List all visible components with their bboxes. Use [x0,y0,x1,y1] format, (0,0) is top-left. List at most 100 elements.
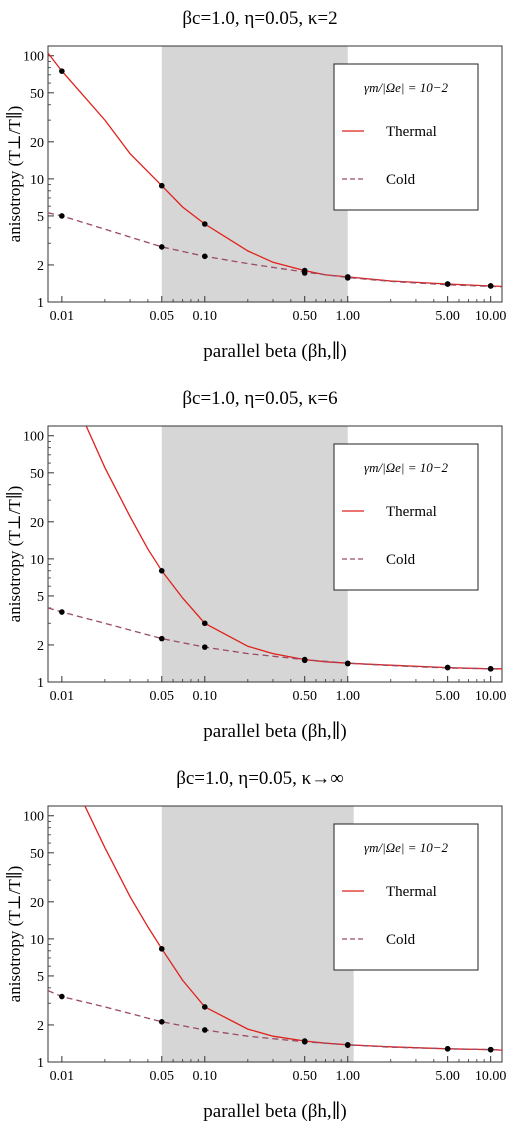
legend-thermal-label: Thermal [386,884,437,900]
x-tick-label: 0.05 [150,689,175,704]
x-axis-label: parallel beta (βh,∥) [203,721,346,742]
legend-title: γm/|Ωe| = 10−2 [364,460,448,475]
y-tick-label: 20 [30,896,44,911]
cold-series-line [48,990,502,1051]
cold-series-line [48,607,502,670]
legend-thermal-label: Thermal [386,124,437,140]
y-tick-label: 2 [37,639,44,654]
cold-data-point [158,1019,165,1025]
y-tick-label: 50 [30,847,44,862]
y-tick-label: 20 [30,516,44,531]
y-tick-label: 20 [30,136,44,151]
cold-data-point [487,283,494,289]
cold-data-point [59,213,65,219]
thermal-data-point [158,182,165,189]
cold-data-point [59,993,65,1000]
thermal-data-point [201,221,208,227]
chart-panel-kappa-infinity: βc=1.0, η=0.05, κ→∞ 1 2 5 10 20 50 100 0.01 0.05 0… [5,768,507,1122]
cold-data-point [301,657,308,664]
y-tick-label: 5 [37,590,44,605]
chart-title: βc=1.0, η=0.05, κ=6 [182,388,337,409]
y-tick-label: 5 [37,970,44,985]
y-tick-label: 10 [30,933,44,948]
cold-data-point [344,1042,351,1048]
cold-data-point [301,270,308,276]
y-tick-label: 1 [37,1056,44,1071]
x-tick-label: 0.01 [50,309,75,324]
cold-data-point [487,1046,494,1053]
cold-data-point [201,1027,208,1033]
legend-box [333,823,479,971]
y-tick-label: 1 [37,676,44,691]
y-tick-label: 100 [23,430,44,445]
x-tick-label: 1.00 [335,689,360,704]
chart-panel-kappa-2: βc=1.0, η=0.05, κ=2 1 2 5 10 20 50 100 0.01 0.05 0… [5,8,507,362]
x-axis-label: parallel beta (βh,∥) [203,1101,346,1122]
legend-thermal-label: Thermal [386,504,437,520]
x-tick-label: 0.05 [150,1069,175,1084]
legend-cold-label: Cold [386,552,416,568]
x-tick-label: 0.50 [292,1069,317,1084]
plot-frame [47,425,503,683]
legend-box [333,63,479,211]
cold-data-point [344,275,351,281]
thermal-data-point [201,1004,208,1010]
y-tick-label: 10 [30,173,44,188]
thermal-data-point [201,620,208,627]
shaded-region [161,46,348,302]
x-tick-label: 0.05 [150,309,175,324]
cold-data-point [59,609,65,615]
y-tick-label: 50 [30,467,44,482]
cold-data-point [444,664,451,671]
y-axis-label: anisotropy (T⊥/T∥) [5,106,24,243]
y-tick-label: 1 [37,296,44,311]
cold-data-point [158,244,165,250]
cold-data-point [344,660,351,667]
y-axis-label: anisotropy (T⊥/T∥) [5,866,24,1003]
cold-data-point [201,253,208,260]
x-tick-label: 5.00 [435,689,460,704]
chart-panel-kappa-6: βc=1.0, η=0.05, κ=6 1 2 5 10 20 50 100 0.01 0.05 0… [5,388,507,742]
y-axis-label: anisotropy (T⊥/T∥) [5,486,24,623]
cold-data-point [301,1038,308,1045]
thermal-series-line [48,52,502,288]
x-tick-label: 0.10 [193,1069,218,1084]
legend-title: γm/|Ωe| = 10−2 [364,80,448,95]
x-tick-label: 0.10 [193,689,218,704]
plot-frame [47,805,503,1063]
legend-cold-label: Cold [386,932,416,948]
x-tick-label: 5.00 [435,1069,460,1084]
cold-data-point [201,644,208,650]
legend-title: γm/|Ωe| = 10−2 [364,840,448,855]
thermal-data-point [158,568,165,574]
y-tick-label: 2 [37,259,44,274]
y-tick-label: 100 [23,810,44,825]
x-tick-label: 0.01 [50,1069,75,1084]
cold-series-line [48,212,502,288]
x-tick-label: 10.00 [475,1069,507,1084]
x-axis-label: parallel beta (βh,∥) [203,341,346,362]
thermal-data-point [158,946,165,952]
cold-data-point [158,635,165,642]
x-tick-label: 1.00 [335,309,360,324]
x-tick-label: 5.00 [435,309,460,324]
thermal-data-point [59,68,65,74]
shaded-region [161,426,348,682]
y-tick-label: 100 [23,50,44,65]
plot-frame [47,45,503,303]
legend-cold-label: Cold [386,172,416,188]
y-tick-label: 2 [37,1019,44,1034]
x-tick-label: 0.50 [292,689,317,704]
x-tick-label: 1.00 [335,1069,360,1084]
x-tick-label: 0.50 [292,309,317,324]
thermal-series-line [85,426,502,670]
x-tick-label: 10.00 [475,689,507,704]
cold-data-point [487,665,494,672]
y-tick-label: 5 [37,210,44,225]
x-tick-label: 0.10 [193,309,218,324]
cold-data-point [444,1045,451,1052]
x-tick-label: 10.00 [475,309,507,324]
thermal-series-line [84,806,502,1051]
cold-data-point [444,281,451,287]
